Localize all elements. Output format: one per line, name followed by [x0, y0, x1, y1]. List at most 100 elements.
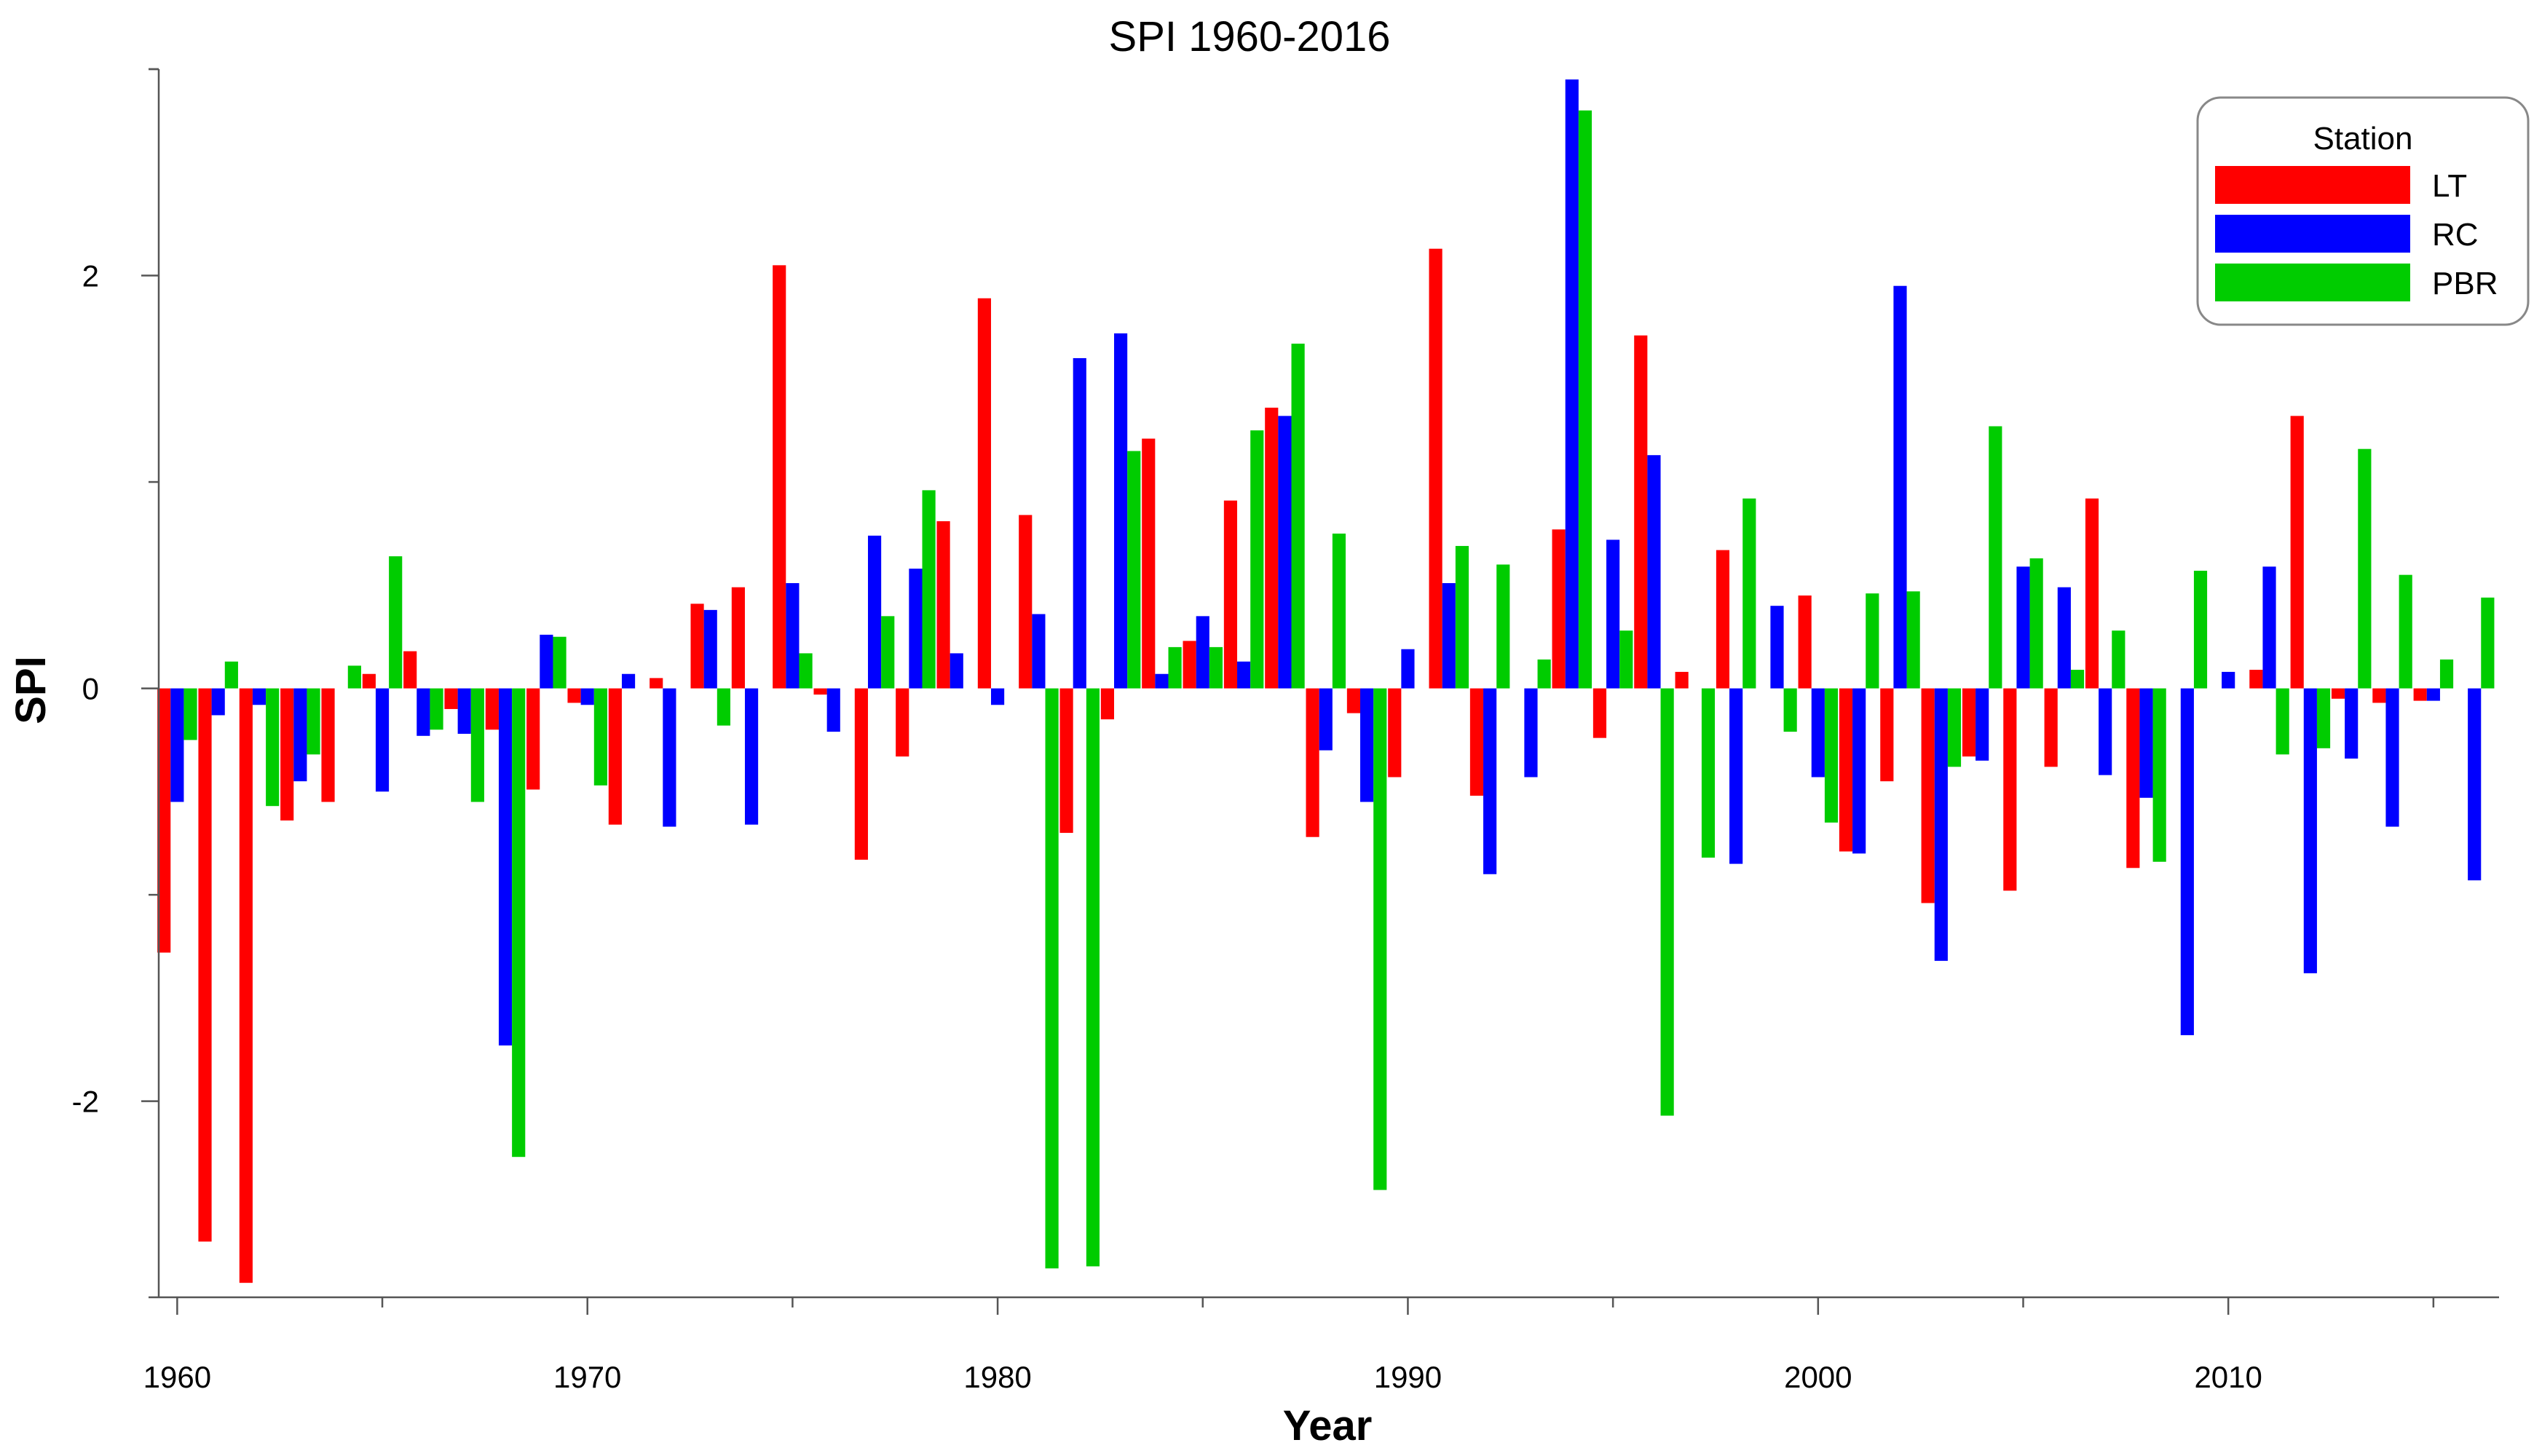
bar-pbr-1982	[1086, 688, 1100, 1267]
bar-pbr-1965	[389, 556, 403, 689]
x-tick-label: 1970	[553, 1360, 621, 1394]
bar-lt-2015	[2413, 688, 2427, 701]
bar-pbr-1997	[1701, 688, 1716, 858]
bar-rc-1967	[457, 688, 471, 734]
bar-pbr-2006	[2070, 670, 2085, 689]
bar-pbr-1975	[799, 653, 813, 689]
bar-rc-1986	[1237, 661, 1251, 689]
bar-lt-1966	[403, 651, 417, 689]
bar-pbr-2014	[2399, 574, 2412, 689]
bar-lt-1967	[444, 688, 458, 709]
y-axis-title: SPI	[7, 656, 55, 724]
bar-rc-1975	[786, 582, 800, 689]
bar-pbr-1967	[470, 688, 484, 802]
bar-lt-1990	[1388, 688, 1402, 778]
bar-pbr-1985	[1209, 646, 1223, 689]
bar-rc-1976	[826, 688, 840, 732]
bar-pbr-2011	[2276, 688, 2289, 755]
bar-pbr-1991	[1455, 545, 1469, 689]
bar-lt-1968	[485, 688, 499, 730]
bar-lt-1971	[608, 688, 622, 825]
bar-pbr-1995	[1619, 630, 1633, 689]
bar-rc-2011	[2262, 566, 2276, 689]
bar-rc-1969	[540, 634, 553, 689]
bar-rc-1962	[252, 688, 267, 705]
bar-pbr-2000	[1824, 688, 1839, 823]
bar-rc-1984	[1155, 673, 1169, 689]
bar-rc-2010	[2222, 671, 2235, 689]
bar-rc-1980	[991, 688, 1005, 705]
bar-rc-2001	[1852, 688, 1866, 854]
bar-rc-1999	[1770, 606, 1784, 689]
bar-lt-2005	[2003, 688, 2017, 891]
bar-rc-1991	[1442, 582, 1456, 689]
bar-pbr-1978	[922, 490, 936, 689]
bar-rc-1983	[1114, 333, 1128, 689]
y-tick-label: 0	[82, 672, 99, 706]
axes-group	[141, 68, 2499, 1315]
x-tick-label: 2000	[1784, 1360, 1852, 1394]
bar-rc-1992	[1483, 688, 1497, 874]
legend-swatch-rc	[2215, 215, 2410, 253]
bar-rc-1988	[1319, 688, 1333, 751]
bar-rc-1985	[1196, 616, 1209, 689]
bar-pbr-1970	[593, 688, 607, 786]
x-tick-label: 1980	[963, 1360, 1031, 1394]
bar-pbr-1998	[1742, 498, 1756, 689]
bar-pbr-2009	[2193, 570, 2208, 689]
bar-lt-1994	[1552, 529, 1566, 689]
bar-pbr-2013	[2358, 448, 2372, 689]
bar-lt-1995	[1592, 688, 1607, 738]
bar-pbr-2015	[2439, 659, 2454, 689]
legend-swatch-pbr	[2215, 264, 2410, 301]
bar-rc-2015	[2426, 688, 2440, 701]
bar-lt-1991	[1429, 248, 1442, 689]
bar-lt-2008	[2126, 688, 2140, 869]
bar-pbr-2007	[2112, 630, 2126, 689]
legend-title: Station	[2313, 121, 2413, 157]
legend-label-pbr: PBR	[2432, 266, 2498, 301]
bar-lt-2000	[1798, 596, 1812, 689]
bar-lt-1970	[567, 688, 581, 703]
bar-pbr-1993	[1537, 659, 1551, 689]
bar-rc-2000	[1811, 688, 1825, 778]
bar-pbr-2012	[2316, 688, 2331, 748]
bar-rc-2013	[2345, 688, 2359, 759]
bar-pbr-2008	[2152, 688, 2166, 862]
bar-rc-1960	[170, 688, 184, 802]
bar-lt-2002	[1880, 688, 1894, 782]
chart-title: SPI 1960-2016	[1109, 13, 1391, 60]
bar-lt-1982	[1059, 688, 1073, 834]
bar-rc-2012	[2303, 688, 2317, 973]
bar-rc-2005	[2016, 566, 2030, 689]
bar-lt-1988	[1306, 688, 1319, 837]
bar-lt-1962	[239, 688, 253, 1283]
bar-rc-1965	[375, 688, 390, 792]
bar-pbr-1973	[717, 688, 730, 726]
bar-lt-2004	[1962, 688, 1976, 757]
bar-pbr-1963	[307, 688, 320, 755]
tick-labels-group: -2 0 2 1960 1970 1980 1990 2000 2010	[72, 259, 2262, 1394]
bar-rc-1998	[1729, 688, 1743, 864]
bar-pbr-2004	[1989, 426, 2002, 689]
bar-lt-2001	[1839, 688, 1853, 852]
bar-lt-1992	[1469, 688, 1484, 796]
bar-pbr-1988	[1332, 533, 1346, 689]
bar-lt-1998	[1716, 550, 1730, 689]
bar-pbr-2003	[1947, 688, 1962, 767]
legend-label-lt: LT	[2432, 168, 2467, 204]
bar-rc-2008	[2139, 688, 2153, 798]
bar-lt-1996	[1634, 335, 1648, 689]
bar-lt-1997	[1675, 671, 1689, 689]
bar-rc-2014	[2385, 688, 2399, 827]
bar-pbr-1962	[266, 688, 280, 807]
bar-rc-1987	[1278, 416, 1292, 689]
bar-pbr-1994	[1578, 110, 1592, 689]
bar-rc-1961	[211, 688, 225, 716]
bar-lt-2007	[2085, 498, 2099, 689]
bar-lt-1974	[731, 587, 745, 689]
bar-rc-1982	[1073, 357, 1086, 689]
bar-rc-1989	[1360, 688, 1374, 802]
bar-lt-1986	[1223, 500, 1238, 689]
